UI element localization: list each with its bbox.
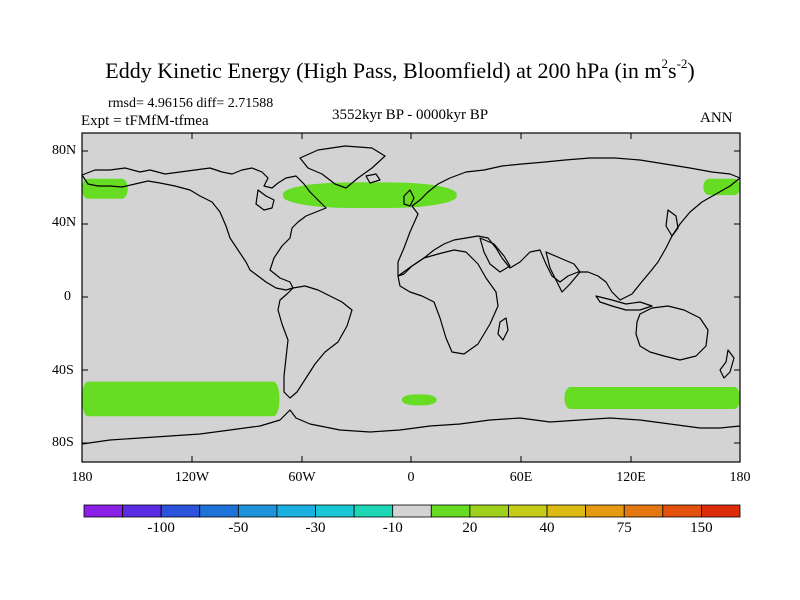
lat-label-equator: 0 <box>64 289 71 304</box>
anomaly-region-north-pacific-west <box>82 178 128 199</box>
colorbar-label: 40 <box>539 520 555 536</box>
colorbar-swatch <box>546 504 587 518</box>
colorbar-swatch <box>199 504 239 518</box>
anomaly-region-south-atlantic <box>401 394 437 406</box>
colorbar-label: -30 <box>305 520 326 536</box>
anomaly-layer <box>82 178 740 417</box>
coast-indonesia <box>595 295 653 311</box>
lon-label-0: 0 <box>407 470 415 485</box>
coast-japan <box>665 209 679 237</box>
lon-label-60e: 60E <box>509 470 533 485</box>
coast-greenland <box>299 145 386 189</box>
coast-south-america <box>277 285 353 399</box>
coast-north-america <box>81 167 327 291</box>
lat-label-80s: 80S <box>52 435 74 450</box>
colorbar-swatch <box>353 504 394 518</box>
anomaly-region-south-indian-pacific <box>564 387 740 409</box>
coast-australia <box>635 305 709 361</box>
anomaly-region-north-pacific-east <box>703 178 740 196</box>
colorbar <box>83 504 741 518</box>
colorbar-swatch <box>160 504 201 518</box>
colorbar-label: -50 <box>228 520 249 536</box>
colorbar-swatch <box>701 504 741 518</box>
lon-label-60w: 60W <box>288 470 316 485</box>
coast-iceland <box>365 173 381 184</box>
colorbar-label: -10 <box>382 520 403 536</box>
lat-label-40s: 40S <box>52 363 74 378</box>
coast-africa <box>397 249 499 355</box>
lat-label-80n: 80N <box>52 143 77 158</box>
coast-new-zealand <box>719 349 735 379</box>
colorbar-swatch <box>662 504 702 518</box>
lon-label-180w: 180 <box>71 470 93 485</box>
colorbar-label: -100 <box>147 520 175 536</box>
colorbar-label: 150 <box>690 520 713 536</box>
colorbar-swatch <box>585 504 625 518</box>
colorbar-swatch <box>508 504 548 518</box>
lon-label-180e: 180 <box>729 470 751 485</box>
coast-madagascar <box>497 317 509 341</box>
coast-eurasia <box>397 157 741 301</box>
rmsd-diff-stats: rmsd= 4.96156 diff= 2.71588 <box>108 96 274 111</box>
colorbar-swatch <box>430 504 471 518</box>
colorbar-swatch <box>276 504 316 518</box>
experiment-label: Expt = tFMfM-tfmea <box>81 113 209 129</box>
colorbar-swatch <box>83 504 123 518</box>
colorbar-swatch <box>122 504 162 518</box>
coast-british-isles <box>403 189 415 207</box>
lon-label-120w: 120W <box>174 470 210 485</box>
colorbar-label: 75 <box>616 520 632 536</box>
coast-antarctica <box>81 409 741 445</box>
season-label: ANN <box>700 110 733 126</box>
coast-india <box>545 251 581 293</box>
colorbar-swatch <box>315 504 355 518</box>
anomaly-region-north-atlantic <box>283 182 457 208</box>
colorbar-label: 20 <box>462 520 478 536</box>
anomaly-region-south-pacific <box>82 381 280 417</box>
coast-hudson-bay <box>255 189 275 211</box>
colorbar-swatch <box>623 504 664 518</box>
coastlines <box>81 145 741 445</box>
lon-label-120e: 120E <box>616 470 646 485</box>
plot-title: Eddy Kinetic Energy (High Pass, Bloomfie… <box>105 55 695 83</box>
coast-arabia <box>479 237 511 273</box>
colorbar-swatch <box>469 504 509 518</box>
time-period-label: 3552kyr BP - 0000kyr BP <box>331 107 489 123</box>
colorbar-swatch <box>237 504 278 518</box>
lat-label-40n: 40N <box>52 215 77 230</box>
axis-ticks <box>82 133 740 462</box>
colorbar-swatch <box>392 504 432 518</box>
